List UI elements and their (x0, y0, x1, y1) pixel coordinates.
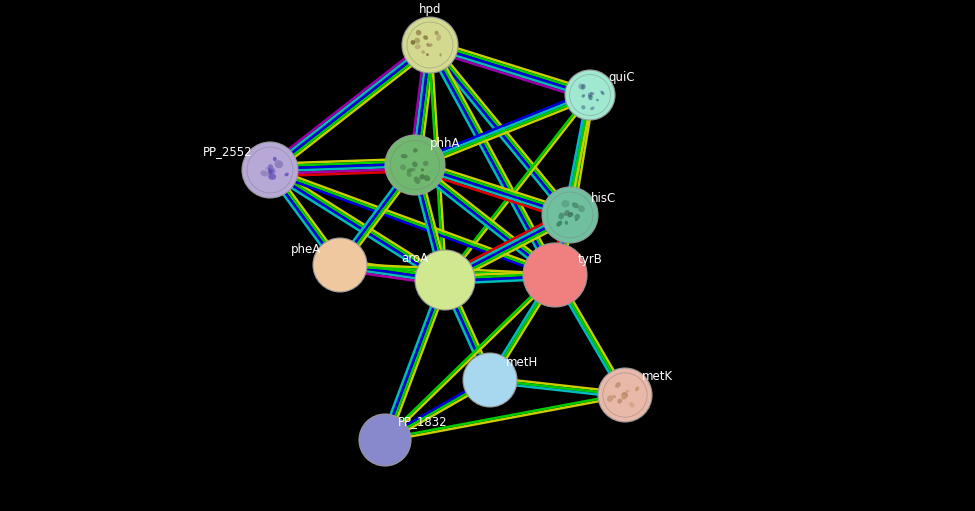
Ellipse shape (621, 393, 627, 399)
Ellipse shape (424, 175, 430, 181)
Ellipse shape (414, 44, 421, 49)
Circle shape (463, 353, 517, 407)
Circle shape (565, 70, 615, 120)
Ellipse shape (440, 53, 442, 57)
Ellipse shape (413, 176, 420, 184)
Circle shape (523, 243, 587, 307)
Ellipse shape (275, 160, 283, 168)
Ellipse shape (423, 161, 428, 166)
Ellipse shape (410, 40, 415, 45)
Ellipse shape (557, 221, 563, 226)
Ellipse shape (421, 168, 424, 172)
Ellipse shape (575, 219, 578, 221)
Ellipse shape (562, 200, 569, 207)
Ellipse shape (411, 168, 415, 172)
Ellipse shape (268, 165, 273, 169)
Ellipse shape (615, 382, 621, 388)
Text: PP_1832: PP_1832 (398, 415, 448, 429)
Ellipse shape (419, 174, 425, 179)
Ellipse shape (592, 92, 595, 95)
Ellipse shape (285, 173, 289, 176)
Ellipse shape (268, 168, 272, 173)
Ellipse shape (596, 99, 599, 101)
Ellipse shape (427, 43, 433, 47)
Ellipse shape (612, 395, 616, 398)
Text: metK: metK (642, 370, 673, 383)
Ellipse shape (567, 214, 572, 217)
Ellipse shape (567, 212, 573, 217)
Ellipse shape (578, 83, 584, 89)
Circle shape (402, 17, 458, 73)
Ellipse shape (590, 92, 594, 96)
Ellipse shape (622, 392, 628, 398)
Ellipse shape (412, 161, 417, 167)
Ellipse shape (436, 34, 441, 41)
Ellipse shape (626, 390, 629, 392)
Ellipse shape (273, 157, 277, 161)
Ellipse shape (415, 30, 421, 35)
Text: quiC: quiC (608, 71, 636, 83)
Ellipse shape (413, 148, 417, 153)
Ellipse shape (607, 396, 613, 402)
Ellipse shape (270, 168, 273, 171)
Text: PP_2552: PP_2552 (203, 146, 253, 158)
Text: hpd: hpd (418, 4, 442, 16)
Text: phhA: phhA (430, 136, 460, 150)
Circle shape (242, 142, 298, 198)
Ellipse shape (564, 210, 569, 216)
Ellipse shape (426, 43, 429, 47)
Ellipse shape (601, 91, 604, 95)
Ellipse shape (407, 172, 411, 177)
Ellipse shape (268, 173, 276, 180)
Ellipse shape (578, 205, 585, 212)
Ellipse shape (581, 94, 585, 98)
Ellipse shape (581, 105, 585, 109)
Ellipse shape (423, 35, 428, 40)
Ellipse shape (269, 167, 276, 174)
Ellipse shape (617, 399, 622, 404)
Ellipse shape (565, 221, 568, 225)
Ellipse shape (635, 387, 640, 391)
Ellipse shape (401, 154, 408, 158)
Text: tyrB: tyrB (577, 252, 603, 266)
Text: pheA: pheA (291, 243, 321, 256)
Ellipse shape (588, 95, 593, 100)
Ellipse shape (407, 168, 413, 173)
Ellipse shape (421, 51, 425, 54)
Ellipse shape (581, 84, 586, 89)
Ellipse shape (268, 169, 274, 175)
Text: hisC: hisC (592, 193, 616, 205)
Ellipse shape (559, 213, 565, 219)
Ellipse shape (567, 213, 571, 218)
Circle shape (359, 414, 411, 466)
Ellipse shape (574, 214, 580, 220)
Ellipse shape (621, 393, 625, 396)
Ellipse shape (623, 393, 627, 397)
Ellipse shape (590, 106, 595, 110)
Ellipse shape (426, 53, 429, 56)
Text: aroA: aroA (402, 251, 429, 265)
Text: metH: metH (506, 356, 538, 368)
Circle shape (598, 368, 652, 422)
Ellipse shape (269, 173, 272, 176)
Circle shape (313, 238, 367, 292)
Ellipse shape (435, 31, 439, 35)
Circle shape (385, 135, 445, 195)
Ellipse shape (260, 170, 268, 176)
Ellipse shape (571, 202, 579, 208)
Ellipse shape (622, 394, 627, 400)
Ellipse shape (629, 402, 635, 408)
Circle shape (415, 250, 475, 310)
Ellipse shape (265, 167, 268, 170)
Ellipse shape (591, 92, 593, 94)
Ellipse shape (588, 92, 592, 98)
Circle shape (542, 187, 598, 243)
Ellipse shape (400, 165, 407, 170)
Ellipse shape (414, 38, 420, 43)
